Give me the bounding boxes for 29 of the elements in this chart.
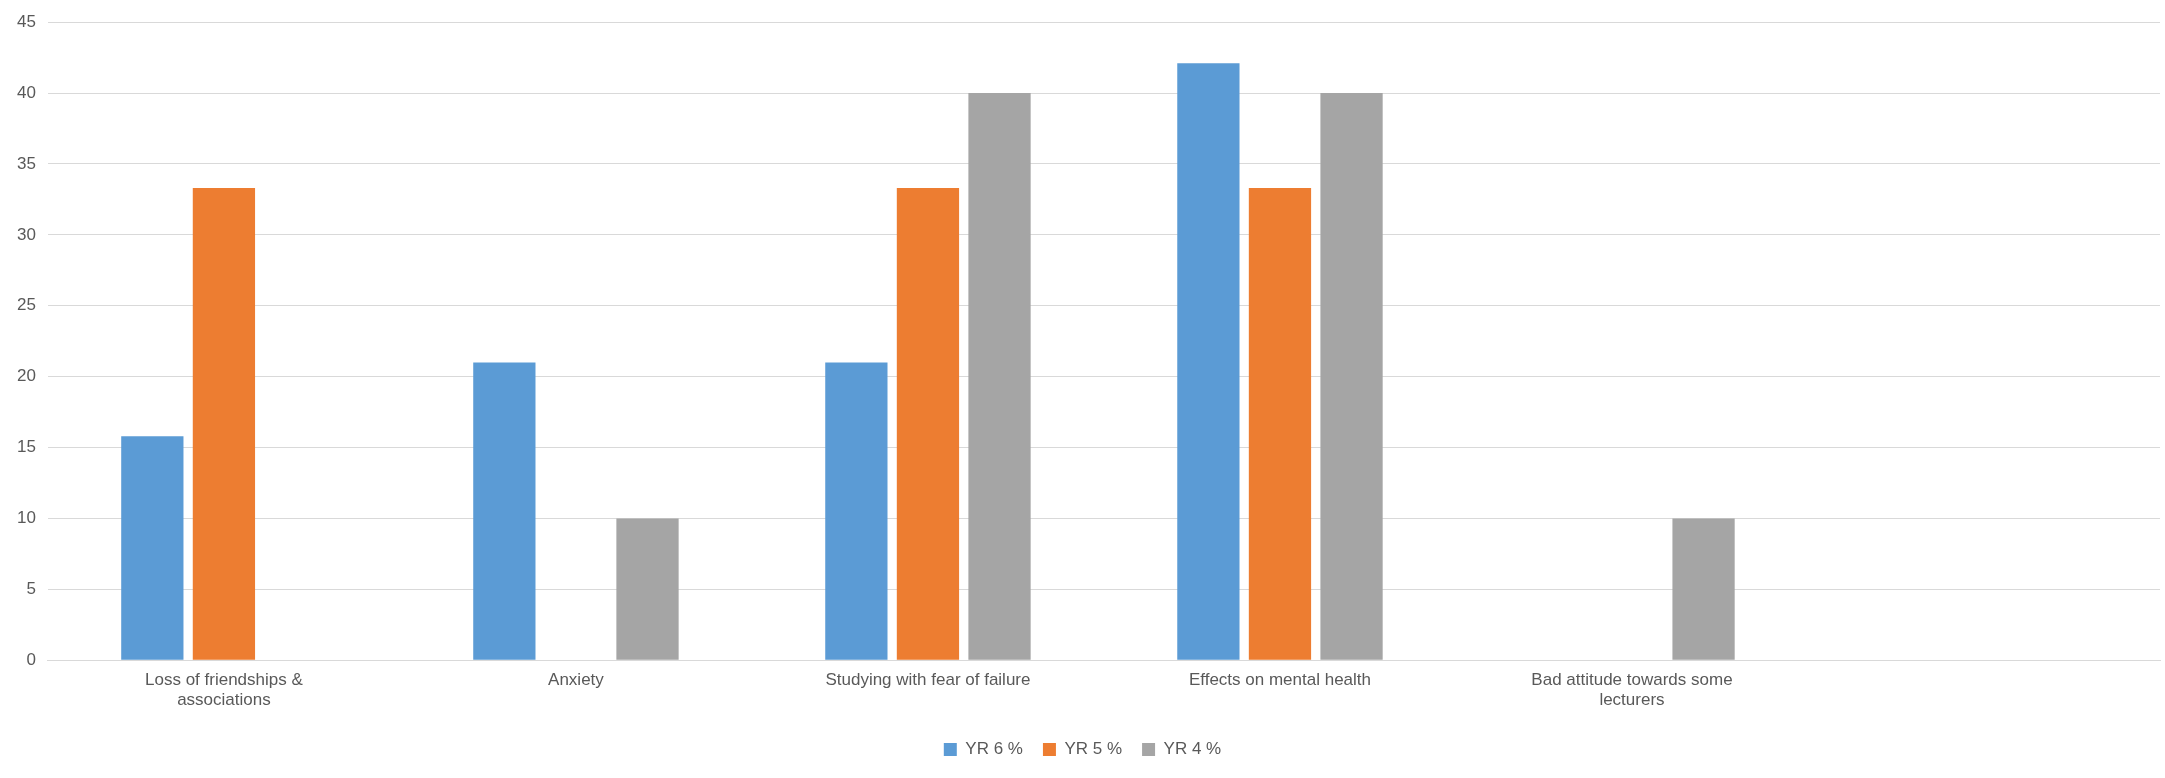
x-tick-label: Bad attitude towards some lecturers	[1531, 670, 1733, 710]
bar	[1672, 518, 1735, 660]
bar	[192, 188, 256, 660]
bar	[825, 362, 888, 660]
y-tick-label: 45	[16, 11, 36, 31]
legend-label: YR 5 %	[1064, 739, 1123, 759]
bar	[616, 518, 679, 660]
y-tick-label: 25	[16, 295, 36, 315]
x-tick-label: Studying with fear of failure	[825, 670, 1031, 690]
bar	[1248, 188, 1312, 660]
y-tick-label: 5	[26, 579, 36, 598]
bar	[473, 362, 536, 660]
y-tick-label: 0	[26, 649, 36, 669]
y-tick-label: 30	[16, 224, 36, 244]
x-tick-label: Effects on mental health	[1188, 670, 1371, 690]
y-tick-label: 15	[16, 437, 36, 457]
bar	[1177, 63, 1240, 660]
y-tick-label: 35	[16, 153, 36, 173]
legend-label: YR 6 %	[965, 739, 1023, 759]
y-tick-label: 20	[16, 366, 36, 386]
x-tick-label: Loss of friendships & associations	[145, 670, 304, 710]
bar	[968, 93, 1031, 660]
bar	[896, 188, 960, 660]
legend-label: YR 4 %	[1163, 739, 1222, 759]
bar	[1320, 93, 1383, 660]
y-tick-label: 10	[16, 508, 36, 528]
x-tick-label: Anxiety	[548, 670, 605, 690]
y-tick-label: 40	[16, 82, 36, 102]
bar	[121, 436, 184, 660]
